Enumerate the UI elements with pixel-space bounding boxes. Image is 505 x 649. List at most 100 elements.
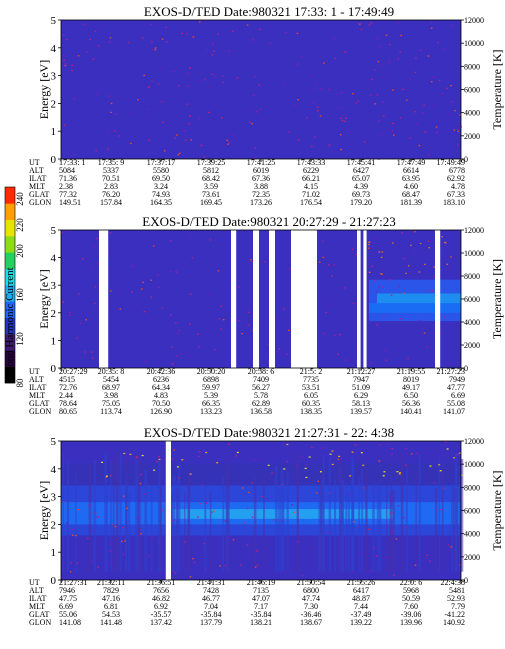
heatmap-speck: [95, 237, 98, 240]
heatmap-streak: [339, 453, 341, 572]
heatmap-speck-hot: [381, 251, 384, 253]
heatmap-speck: [205, 502, 208, 504]
heatmap-speck: [399, 51, 402, 53]
heatmap-speck: [381, 273, 384, 275]
heatmap-speck: [376, 324, 379, 326]
heatmap-speck: [333, 38, 336, 40]
heatmap-speck: [220, 305, 222, 307]
table-row-label: GLAT: [29, 399, 50, 408]
heatmap-speck: [213, 348, 216, 351]
heatmap-speck: [414, 231, 416, 233]
heatmap-speck-hot: [123, 452, 126, 455]
heatmap-streak: [376, 483, 380, 572]
heatmap-speck: [186, 33, 189, 35]
table-cell: 5.78: [254, 391, 268, 400]
table-cell: 54.53: [102, 610, 120, 619]
heatmap-speck: [289, 268, 291, 270]
heatmap-speck-hot: [446, 448, 449, 450]
spectrogram-panel-2: EXOS-D/TED Date:980321 20:27:29 - 21:27:…: [29, 214, 504, 416]
table-cell: 20:27:29: [59, 367, 87, 376]
heatmap-speck-hot: [181, 459, 184, 461]
heatmap-speck: [293, 103, 295, 106]
heatmap-speck: [191, 257, 194, 259]
heatmap-speck: [343, 120, 346, 123]
table-cell: 8019: [403, 375, 419, 384]
table-cell: 181.39: [400, 198, 422, 207]
table-cell: 6.05: [304, 391, 318, 400]
table-cell: 46.82: [152, 594, 170, 603]
heatmap-speck: [315, 84, 318, 86]
heatmap-speck: [283, 308, 285, 310]
table-row-label: MLT: [29, 182, 45, 191]
colorbar-swatch: [5, 236, 15, 253]
heatmap-streak: [391, 489, 395, 572]
heatmap-speck: [399, 117, 402, 119]
table-cell: 77.32: [59, 190, 77, 199]
heatmap-streak: [438, 455, 441, 572]
heatmap-speck: [316, 106, 319, 108]
y2-tick-label: 8000: [464, 62, 480, 71]
table-cell: 47.07: [252, 594, 270, 603]
heatmap-speck: [301, 455, 304, 458]
heatmap-speck: [175, 322, 177, 324]
heatmap-speck: [96, 516, 99, 518]
heatmap-speck: [83, 23, 86, 25]
heatmap-speck: [254, 459, 257, 461]
heatmap-speck: [97, 516, 100, 518]
heatmap-speck: [323, 62, 325, 64]
heatmap-speck: [322, 240, 324, 242]
table-cell: 70.50: [152, 399, 170, 408]
heatmap-speck: [179, 353, 182, 355]
table-cell: 6019: [253, 166, 269, 175]
heatmap-speck: [226, 139, 229, 142]
heatmap-speck-hot: [391, 242, 394, 244]
heatmap-speck-hot: [153, 469, 156, 471]
heatmap-speck: [328, 144, 331, 146]
heatmap-speck: [357, 100, 360, 103]
heatmap-speck: [459, 114, 461, 116]
heatmap-speck-hot: [424, 263, 426, 265]
table-cell: 5084: [59, 166, 75, 175]
heatmap-speck: [430, 27, 433, 29]
heatmap-speck-hot: [101, 461, 104, 463]
colorbar-swatch: [5, 285, 15, 302]
heatmap-speck: [426, 290, 429, 292]
heatmap-speck: [97, 45, 100, 47]
heatmap-streak: [160, 454, 162, 572]
table-cell: 6.29: [354, 391, 368, 400]
table-cell: 5.39: [204, 391, 218, 400]
table-cell: 21:12:27: [347, 367, 375, 376]
heatmap-speck: [398, 285, 400, 288]
heatmap-speck: [375, 555, 378, 557]
table-cell: 47.16: [102, 594, 120, 603]
heatmap-speck: [198, 451, 201, 453]
heatmap-speck: [271, 472, 273, 474]
heatmap-streak: [418, 453, 421, 572]
heatmap-speck: [156, 460, 158, 463]
heatmap-speck-hot: [418, 271, 421, 273]
heatmap-speck-hot: [444, 242, 447, 244]
data-gap: [99, 230, 109, 368]
table-cell: 17:41:25: [247, 158, 275, 167]
heatmap-speck: [150, 23, 153, 25]
heatmap-speck: [184, 139, 187, 141]
heatmap-speck-hot: [319, 471, 322, 473]
heatmap-streak: [176, 481, 178, 572]
table-cell: 6.81: [104, 602, 118, 611]
table-cell: 67.33: [447, 190, 465, 199]
heatmap-speck: [249, 121, 251, 123]
heatmap-speck: [285, 353, 288, 355]
heatmap-speck: [136, 456, 138, 459]
y-tick-label: 2: [51, 519, 57, 531]
heatmap-speck: [243, 522, 245, 524]
heatmap-speck: [199, 451, 202, 453]
heatmap-speck: [420, 49, 422, 52]
heatmap-speck: [118, 135, 120, 137]
heatmap-speck: [170, 270, 172, 273]
heatmap-speck: [291, 504, 294, 506]
heatmap-speck: [376, 290, 378, 293]
heatmap-speck: [391, 130, 394, 132]
heatmap-speck: [62, 301, 64, 304]
heatmap-speck: [313, 88, 316, 90]
